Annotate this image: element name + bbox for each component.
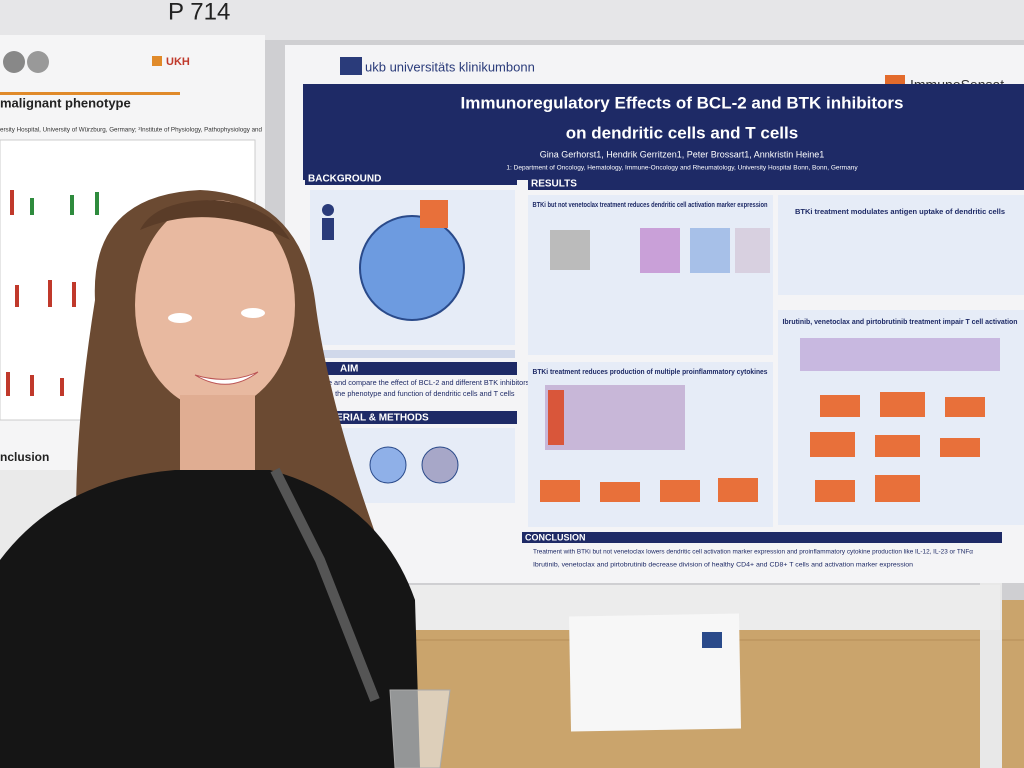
heatmap bbox=[548, 390, 564, 445]
t-cell bbox=[421, 446, 459, 484]
conclusion-item: Treatment with BTKi but not venetoclax l… bbox=[533, 549, 973, 556]
hair-top bbox=[140, 200, 290, 240]
caption bbox=[310, 350, 515, 358]
eye bbox=[241, 308, 265, 318]
section-title: BACKGROUND bbox=[308, 174, 381, 185]
inhibitor-box bbox=[420, 200, 448, 228]
result-panel bbox=[528, 195, 773, 355]
note-sheet bbox=[569, 613, 741, 732]
dendritic-cell bbox=[369, 446, 407, 484]
affiliation: 1: Department of Oncology, Hematology, I… bbox=[506, 165, 858, 172]
rule bbox=[0, 92, 180, 95]
seal bbox=[3, 51, 25, 73]
note-logo bbox=[702, 632, 722, 648]
panel-title: BTKi treatment modulates antigen uptake … bbox=[795, 207, 1005, 216]
person-icon bbox=[322, 218, 334, 240]
section-title: TERIAL & METHODS bbox=[330, 413, 429, 424]
section-bar bbox=[522, 532, 1002, 543]
title: on dendritic cells and T cells bbox=[566, 123, 798, 142]
panel-title: Ibrutinib, venetoclax and pirtobrutinib … bbox=[783, 317, 1018, 326]
board-label: P 714 bbox=[168, 0, 230, 25]
eye bbox=[168, 313, 192, 323]
section-bar bbox=[528, 177, 1024, 190]
section-bar bbox=[305, 411, 517, 424]
heatmap bbox=[545, 385, 685, 450]
mini-bars bbox=[6, 190, 99, 396]
neck bbox=[180, 395, 255, 475]
shirt bbox=[0, 470, 420, 768]
section-title: RESULTS bbox=[531, 179, 577, 190]
section-bar bbox=[305, 172, 517, 185]
b-cell bbox=[359, 215, 465, 321]
lanyard bbox=[270, 467, 380, 702]
title: Immunoregulatory Effects of BCL-2 and BT… bbox=[461, 93, 904, 112]
section-bar bbox=[305, 362, 517, 375]
logo-mark bbox=[152, 56, 162, 66]
smile bbox=[194, 371, 259, 385]
ukb-mark bbox=[340, 57, 362, 75]
result-bars bbox=[540, 228, 1000, 502]
heading: malignant phenotype bbox=[0, 95, 131, 110]
seal bbox=[27, 51, 49, 73]
glass bbox=[389, 689, 451, 768]
logo-text: UKH bbox=[166, 56, 190, 68]
conclusion-item: Ibrutinib, venetoclax and pirtobrutinib … bbox=[533, 562, 913, 569]
panel-title: BTKi treatment reduces production of mul… bbox=[533, 367, 768, 376]
conclusion-heading: nclusion bbox=[0, 450, 49, 464]
section-title: AIM bbox=[340, 364, 358, 375]
panel-title: BTKi but not venetoclax treatment reduce… bbox=[533, 202, 768, 209]
authors: Gina Gerhorst1, Hendrik Gerritzen1, Pete… bbox=[540, 149, 825, 159]
face bbox=[135, 200, 295, 410]
section-title: CONCLUSION bbox=[525, 532, 586, 542]
aim-text: on the phenotype and function of dendrit… bbox=[325, 389, 515, 398]
person-icon bbox=[322, 204, 334, 216]
board-top bbox=[0, 0, 1024, 40]
affiliation: ersity Hospital, University of Würzburg,… bbox=[0, 127, 262, 134]
aim-text: alyze and compare the effect of BCL-2 an… bbox=[315, 378, 530, 387]
title-bar bbox=[303, 84, 1024, 180]
ukb-logo: ukb universitäts klinikumbonn bbox=[365, 59, 535, 74]
result-panel bbox=[778, 195, 1024, 295]
